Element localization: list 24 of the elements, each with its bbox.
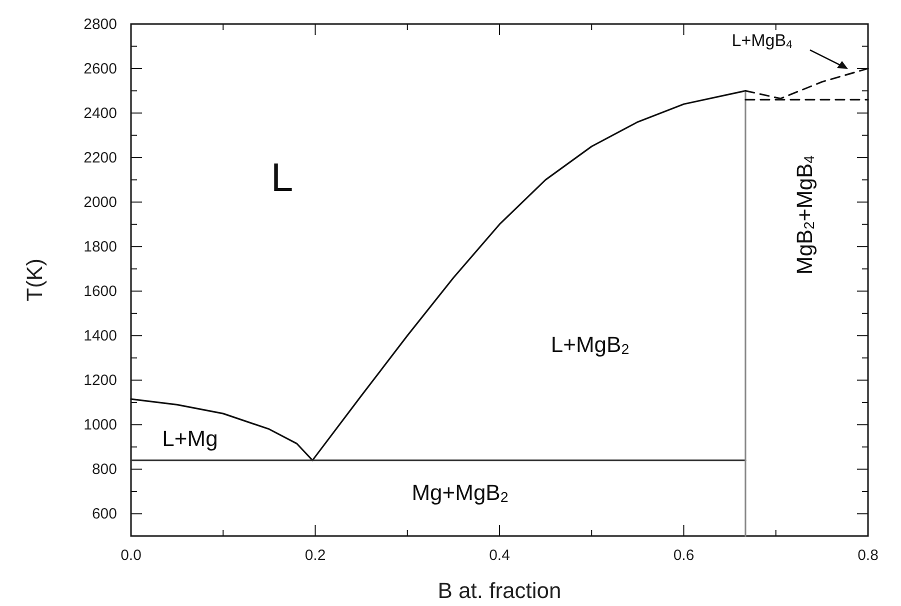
annotation: L: [270, 156, 294, 200]
y-tick-label: 600: [92, 506, 117, 523]
y-tick-label: 1000: [84, 416, 117, 434]
x-tick-label: 0.0: [120, 547, 142, 564]
annotation: L+Mg: [162, 426, 218, 451]
x-tick-label: 0.2: [304, 547, 326, 564]
y-tick-label: 800: [92, 461, 117, 478]
y-tick-label: 2400: [84, 105, 117, 122]
y-tick-label: 1600: [84, 283, 117, 300]
x-tick-label: 0.6: [673, 547, 694, 564]
y-tick-label: 2200: [84, 150, 117, 167]
y-tick-label: 1800: [84, 238, 117, 256]
y-tick-label: 1200: [84, 372, 117, 390]
annotation: L+MgB$_{4}$: [732, 31, 792, 52]
y-tick-label: 2000: [84, 194, 117, 212]
y-tick-label: 2800: [84, 16, 117, 33]
annotation: L+MgB$_{2}$: [550, 332, 630, 358]
annotation: Mg+MgB$_{2}$: [412, 480, 508, 506]
y-axis-title: T(K): [22, 258, 47, 302]
x-tick-label: 0.4: [489, 547, 510, 564]
y-tick-label: 2600: [84, 60, 117, 78]
x-tick-label: 0.8: [858, 547, 878, 564]
y-tick-label: 1400: [84, 328, 117, 345]
x-axis-title: B at. fraction: [438, 578, 562, 603]
